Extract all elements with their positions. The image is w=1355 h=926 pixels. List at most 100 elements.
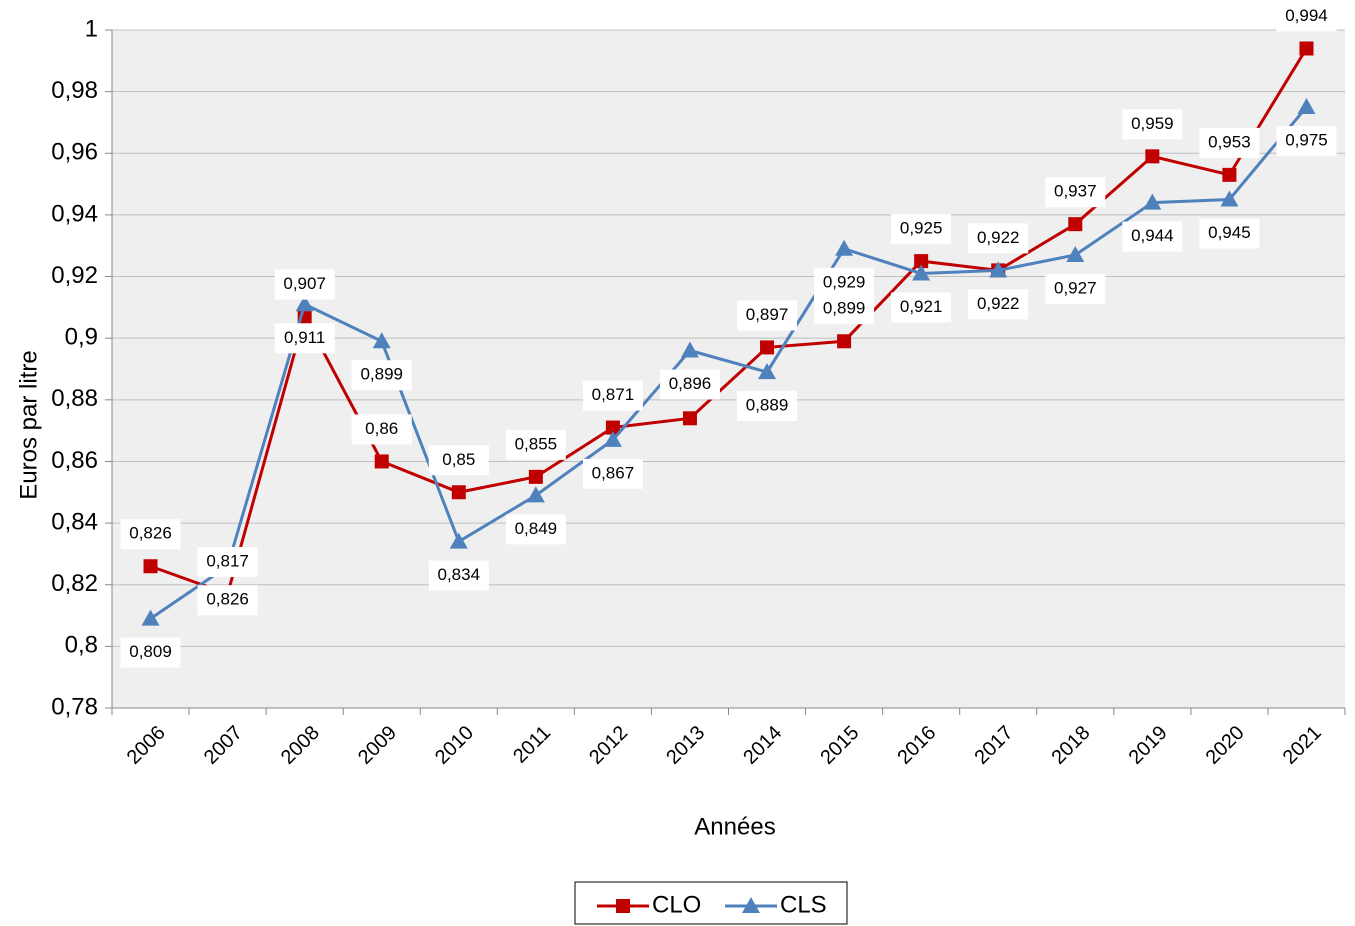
data-label-box [197,546,258,577]
plot-area [112,30,1345,708]
marker [837,334,852,349]
data-label: 0,809 [129,642,172,661]
data-label-box [197,585,258,616]
marker [143,559,158,574]
legend-marker [616,899,630,913]
marker [1145,149,1160,164]
y-tick-label: 0,8 [65,632,98,659]
data-label: 0,922 [977,228,1020,247]
data-label: 0,85 [442,450,475,469]
data-label-box [582,380,643,411]
data-label-box [120,637,181,668]
data-label-box [1276,126,1337,157]
marker [141,609,160,626]
data-label-box [814,267,875,298]
marker [1222,167,1237,182]
marker [914,254,929,269]
marker [528,469,543,484]
y-tick-label: 0,78 [51,693,98,720]
data-label: 0,927 [1054,278,1097,297]
x-tick-label: 2012 [585,722,632,769]
x-tick-label: 2007 [200,722,247,769]
x-tick-label: 2010 [431,722,478,769]
data-label-box [351,414,412,445]
x-tick-label: 2014 [739,722,786,769]
marker [682,411,697,426]
y-tick-label: 0,82 [51,570,98,597]
data-label: 0,86 [365,419,398,438]
marker [374,454,389,469]
marker [526,486,545,503]
data-label: 0,911 [284,328,325,347]
data-label: 0,871 [592,385,635,404]
data-label: 0,834 [438,565,481,584]
data-label-box [814,294,875,325]
data-label: 0,896 [669,374,712,393]
data-label: 0,937 [1054,182,1097,201]
marker [1297,98,1316,115]
x-tick-label: 2018 [1048,722,1095,769]
data-label-box [1199,127,1260,158]
x-tick-label: 2016 [893,722,940,769]
y-tick-label: 0,98 [51,77,98,104]
y-tick-label: 0,86 [51,447,98,474]
marker [989,261,1008,278]
data-label-box [505,429,566,460]
data-label-box [659,369,720,400]
data-label: 0,944 [1131,226,1174,245]
marker [835,239,854,256]
y-axis-title: Euros par litre [15,350,42,499]
data-label-box [274,269,335,300]
marker [912,264,931,281]
x-tick-label: 2019 [1125,722,1172,769]
data-label-box [274,323,335,354]
x-tick-label: 2008 [277,722,324,769]
data-label-box [1122,109,1183,140]
marker [1143,193,1162,210]
data-label: 0,889 [746,396,789,415]
legend-label: CLO [652,891,701,918]
x-tick-label: 2017 [970,722,1017,769]
marker [760,340,775,355]
marker [758,363,777,380]
marker [603,430,622,447]
marker [1068,217,1083,232]
data-label: 0,899 [360,365,403,384]
y-tick-label: 0,88 [51,385,98,412]
y-tick-label: 0,9 [65,324,98,351]
marker [449,532,468,549]
data-label-box [1045,177,1106,208]
x-axis-title: Années [694,813,775,840]
data-label-box [891,214,952,245]
data-label: 0,994 [1285,6,1328,25]
legend-marker [742,897,760,913]
data-label: 0,867 [592,463,635,482]
data-label-box [737,391,798,422]
marker [605,420,620,435]
x-tick-label: 2011 [509,722,555,768]
y-tick-label: 0,84 [51,508,98,535]
marker [1066,245,1085,262]
data-label-box [1045,273,1106,304]
marker [1220,190,1239,207]
x-tick-label: 2020 [1202,722,1249,769]
x-tick-label: 2009 [354,722,401,769]
data-label-box [428,560,489,591]
x-tick-label: 2015 [816,722,863,769]
data-label: 0,929 [823,272,866,291]
data-label: 0,817 [206,551,249,570]
data-label-box [428,445,489,476]
data-label: 0,855 [515,434,558,453]
y-tick-label: 1 [85,15,98,42]
marker [372,332,391,349]
data-label-box [1276,1,1337,32]
data-label: 0,849 [515,519,558,538]
data-label-box [351,360,412,391]
data-label-box [968,289,1029,320]
data-label: 0,922 [977,294,1020,313]
marker [451,485,466,500]
data-label-box [737,300,798,331]
series-line [150,47,1308,596]
x-tick-label: 2013 [662,722,709,769]
